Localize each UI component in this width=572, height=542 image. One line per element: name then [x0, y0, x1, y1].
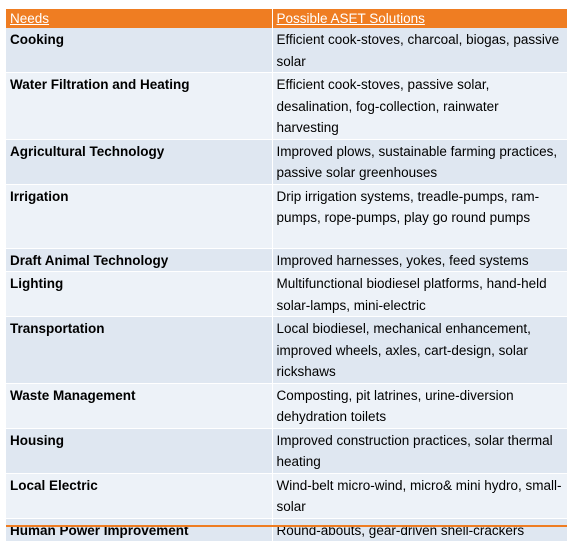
table-header: Needs Possible ASET Solutions [6, 9, 568, 28]
table-row: Lighting Multifunctional biodiesel platf… [6, 271, 568, 317]
need-cell: Agricultural Technology [6, 139, 273, 185]
table-row: Agricultural Technology Improved plows, … [6, 139, 568, 185]
solutions-cell: Efficient cook-stoves, passive solar, de… [272, 72, 568, 140]
solutions-cell: Efficient cook-stoves, charcoal, biogas,… [272, 28, 568, 73]
solutions-cell: Round-abouts, gear-driven shell-crackers [272, 518, 568, 542]
table-row: Local Electric Wind-belt micro-wind, mic… [6, 473, 568, 519]
header-row: Needs Possible ASET Solutions [6, 9, 568, 28]
need-cell: Water Filtration and Heating [6, 72, 273, 140]
need-cell: Draft Animal Technology [6, 248, 273, 272]
table-row: Human Power Improvement Round-abouts, ge… [6, 518, 568, 542]
header-solutions-label: Possible ASET Solutions [276, 11, 425, 26]
table-row: Draft Animal Technology Improved harness… [6, 248, 568, 272]
table-bottom-rule [6, 525, 567, 527]
header-needs-label: Needs [10, 11, 50, 26]
table-row: Water Filtration and Heating Efficient c… [6, 72, 568, 140]
need-cell: Lighting [6, 271, 273, 317]
need-cell: Waste Management [6, 383, 273, 429]
solutions-cell: Drip irrigation systems, treadle-pumps, … [272, 184, 568, 249]
solutions-cell: Improved construction practices, solar t… [272, 428, 568, 474]
header-needs: Needs [6, 9, 273, 28]
table-row: Housing Improved construction practices,… [6, 428, 568, 474]
table-row: Cooking Efficient cook-stoves, charcoal,… [6, 28, 568, 73]
header-solutions: Possible ASET Solutions [272, 9, 568, 28]
solutions-cell: Improved plows, sustainable farming prac… [272, 139, 568, 185]
table-row: Waste Management Composting, pit latrine… [6, 383, 568, 429]
solutions-cell: Improved harnesses, yokes, feed systems [272, 248, 568, 272]
needs-solutions-table-container: Needs Possible ASET Solutions Cooking Ef… [6, 9, 568, 542]
need-cell: Irrigation [6, 184, 273, 249]
need-cell: Transportation [6, 316, 273, 384]
solutions-cell: Composting, pit latrines, urine-diversio… [272, 383, 568, 429]
need-cell: Cooking [6, 28, 273, 73]
need-cell: Human Power Improvement [6, 518, 273, 542]
solutions-cell: Wind-belt micro-wind, micro& mini hydro,… [272, 473, 568, 519]
table-row: Irrigation Drip irrigation systems, trea… [6, 184, 568, 249]
table-body: Cooking Efficient cook-stoves, charcoal,… [6, 28, 568, 542]
need-cell: Housing [6, 428, 273, 474]
table-row: Transportation Local biodiesel, mechanic… [6, 316, 568, 384]
needs-solutions-table: Needs Possible ASET Solutions Cooking Ef… [6, 9, 568, 542]
solutions-cell: Multifunctional biodiesel platforms, han… [272, 271, 568, 317]
solutions-cell: Local biodiesel, mechanical enhancement,… [272, 316, 568, 384]
need-cell: Local Electric [6, 473, 273, 519]
